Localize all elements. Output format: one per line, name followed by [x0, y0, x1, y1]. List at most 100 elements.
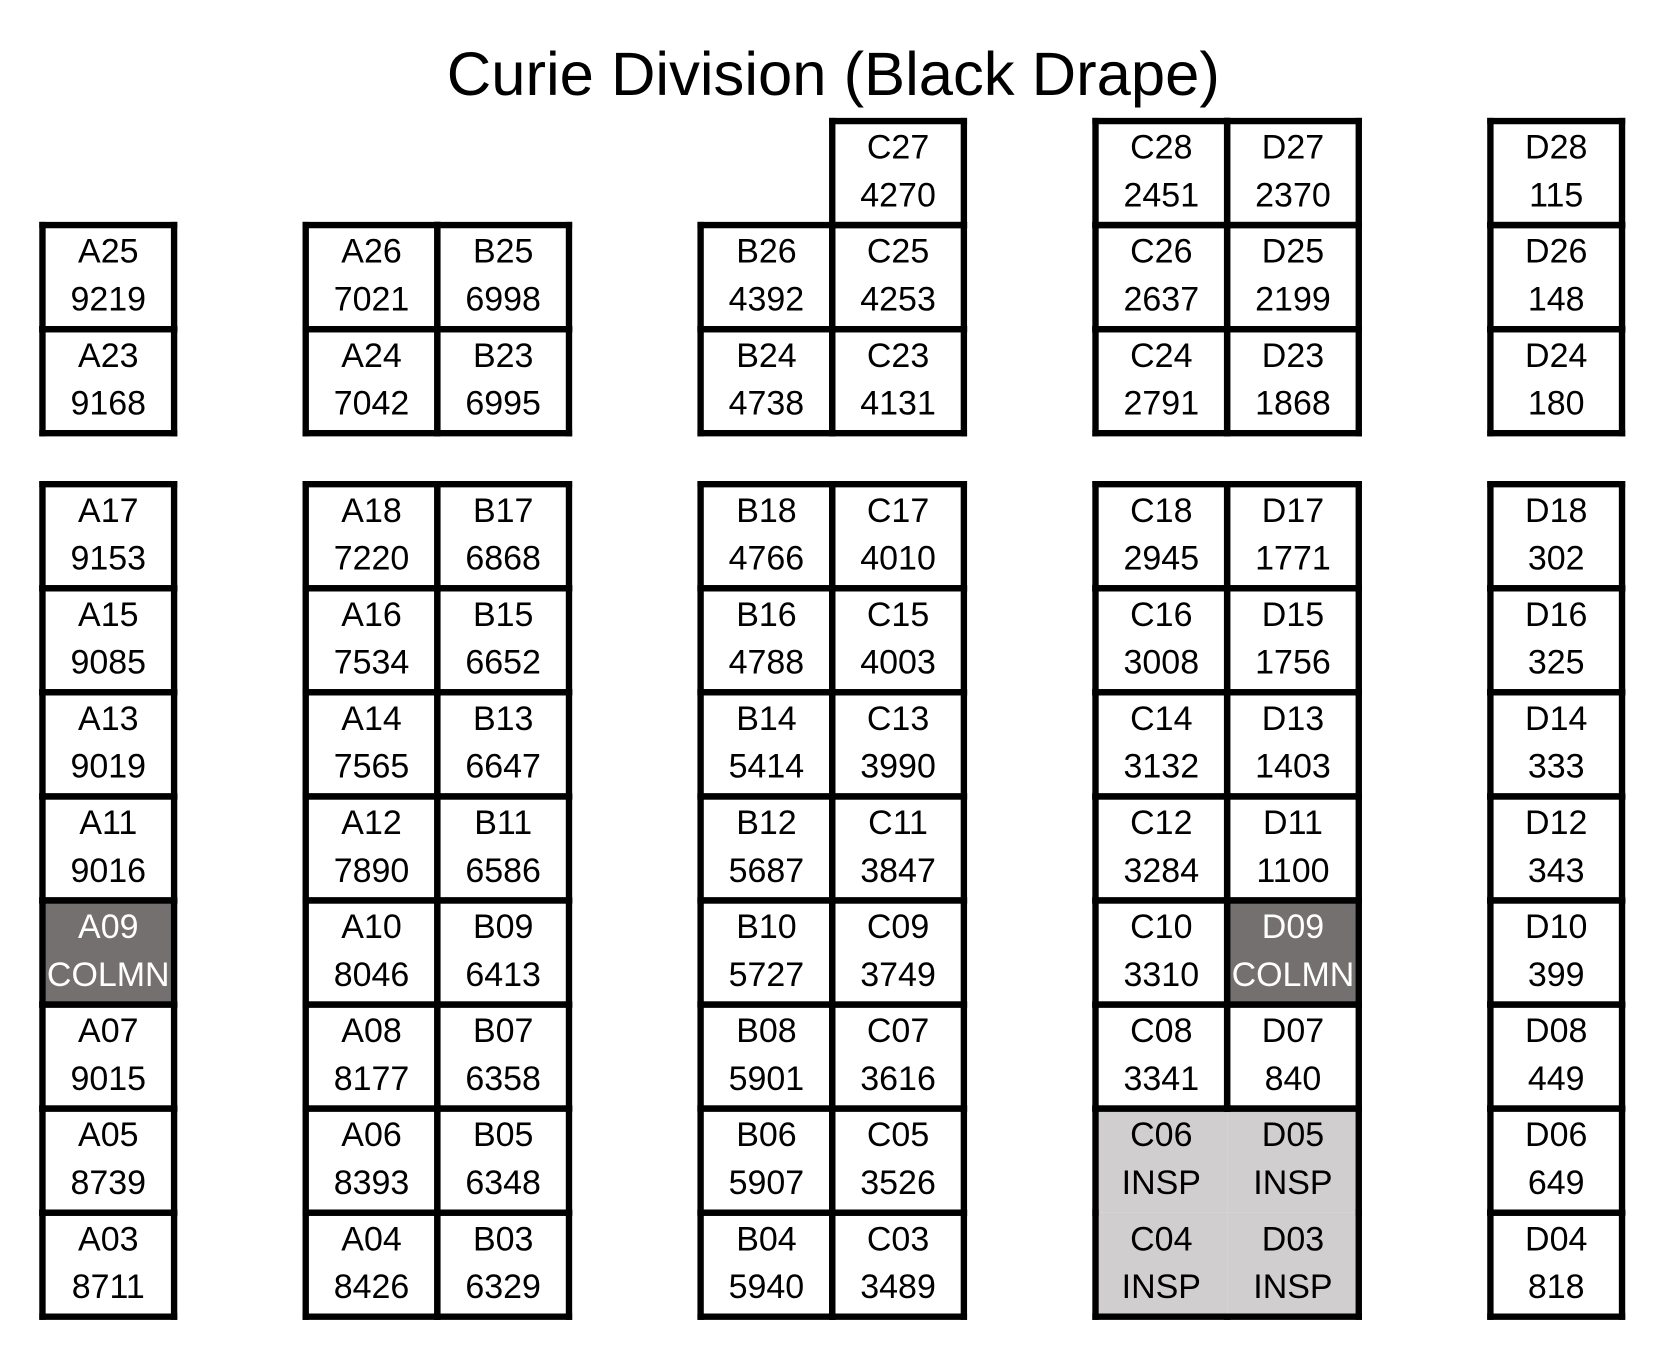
booth-cell: [1095, 900, 1228, 1005]
booth-id: C12: [1130, 804, 1192, 842]
booth-id: B05: [473, 1116, 533, 1154]
booth-cell: [437, 900, 569, 1005]
booth-id: B10: [736, 908, 796, 946]
booth-cell: [42, 692, 175, 797]
booth-id: B08: [736, 1012, 796, 1050]
booth-cell: [700, 692, 833, 797]
team-number: 7021: [334, 281, 410, 319]
booth-id: B04: [736, 1220, 796, 1258]
booth-cell: [1490, 692, 1623, 797]
team-number: 449: [1528, 1060, 1585, 1098]
team-number: 6413: [465, 956, 541, 994]
team-number: 3526: [860, 1164, 936, 1202]
team-number: INSP: [1253, 1164, 1332, 1202]
booth-cell: [305, 329, 438, 434]
booth-id: C14: [1130, 700, 1192, 738]
team-number: 6586: [465, 852, 541, 890]
team-number: 2791: [1124, 385, 1200, 423]
booth-id: A23: [78, 337, 138, 375]
booth-id: C16: [1130, 596, 1192, 634]
booth-cell: [1490, 588, 1623, 693]
booth-id: B09: [473, 908, 533, 946]
booth-id: A09: [78, 908, 138, 946]
team-number: COLMN: [1232, 956, 1355, 994]
booth-id: B15: [473, 596, 533, 634]
team-number: 4270: [860, 176, 936, 214]
booth-id: D04: [1525, 1220, 1587, 1258]
booth-cell: [1227, 121, 1359, 226]
booth-id: D06: [1525, 1116, 1587, 1154]
booth-cell: [700, 900, 833, 1005]
booth-id: A06: [341, 1116, 401, 1154]
team-number: 7042: [334, 385, 410, 423]
booth-id: D27: [1262, 129, 1324, 167]
booth-id: A24: [341, 337, 401, 375]
booth-id: A16: [341, 596, 401, 634]
booth-id: B23: [473, 337, 533, 375]
booth-cell: [1227, 1004, 1359, 1109]
team-number: 2199: [1255, 281, 1331, 319]
cell-labels: A25 9219 A23 9168 A26 7021 B25 6998 A24 7042 B23 69…: [47, 129, 1587, 1306]
booth-cell: [437, 796, 569, 901]
booth-cell: [305, 1004, 438, 1109]
team-number: 7220: [334, 540, 410, 578]
team-number: 3749: [860, 956, 936, 994]
map-title: Curie Division (Black Drape): [447, 40, 1220, 109]
team-number: 180: [1528, 385, 1585, 423]
booth-id: D03: [1262, 1220, 1324, 1258]
booth-id: D11: [1263, 804, 1323, 842]
booth-id: D14: [1525, 700, 1587, 738]
booth-cell: [1095, 225, 1228, 330]
booth-id: A08: [341, 1012, 401, 1050]
team-number: 818: [1528, 1268, 1585, 1306]
booth-id: D07: [1262, 1012, 1324, 1050]
team-number: 9085: [70, 644, 146, 682]
booth-cell: [832, 484, 964, 589]
booth-cell: [42, 484, 175, 589]
booth-id: D08: [1525, 1012, 1587, 1050]
booth-id: C03: [867, 1220, 929, 1258]
booth-cell: [832, 121, 964, 226]
booth-id: B03: [473, 1220, 533, 1258]
booth-id: C05: [867, 1116, 929, 1154]
team-number: 6647: [465, 748, 541, 786]
booth-cell: [832, 588, 964, 693]
booth-id: B14: [736, 700, 796, 738]
team-number: 3341: [1124, 1060, 1200, 1098]
booth-cell: [1227, 1108, 1359, 1213]
booth-id: B16: [736, 596, 796, 634]
team-number: INSP: [1122, 1164, 1201, 1202]
booth-id: A18: [341, 492, 401, 530]
booth-cell: [1490, 796, 1623, 901]
booth-id: C17: [867, 492, 929, 530]
booth-id: C11: [868, 804, 928, 842]
booth-cell: [305, 900, 438, 1005]
booth-id: B26: [736, 233, 796, 271]
booth-cell: [42, 1108, 175, 1213]
booth-id: B17: [473, 492, 533, 530]
booth-cell: [1095, 484, 1228, 589]
booth-cell: [1095, 1212, 1228, 1317]
team-number: 3132: [1124, 748, 1200, 786]
booth-cell: [1490, 1004, 1623, 1109]
booth-cell: [700, 796, 833, 901]
booth-id: C27: [867, 129, 929, 167]
booth-id: A25: [78, 233, 138, 271]
booth-cell: [832, 1212, 964, 1317]
booth-cell: [832, 900, 964, 1005]
team-number: 649: [1528, 1164, 1585, 1202]
team-number: 3489: [860, 1268, 936, 1306]
booth-cell: [42, 588, 175, 693]
booth-cell: [42, 225, 175, 330]
team-number: INSP: [1253, 1268, 1332, 1306]
booth-cell: [305, 796, 438, 901]
booth-cell: [1227, 225, 1359, 330]
booth-id: D24: [1525, 337, 1587, 375]
booth-cell: [437, 1212, 569, 1317]
booth-cell: [1490, 1108, 1623, 1213]
booth-cell: [832, 1108, 964, 1213]
booth-id: D05: [1262, 1116, 1324, 1154]
booth-cell: [305, 1108, 438, 1213]
team-number: 1403: [1255, 748, 1331, 786]
